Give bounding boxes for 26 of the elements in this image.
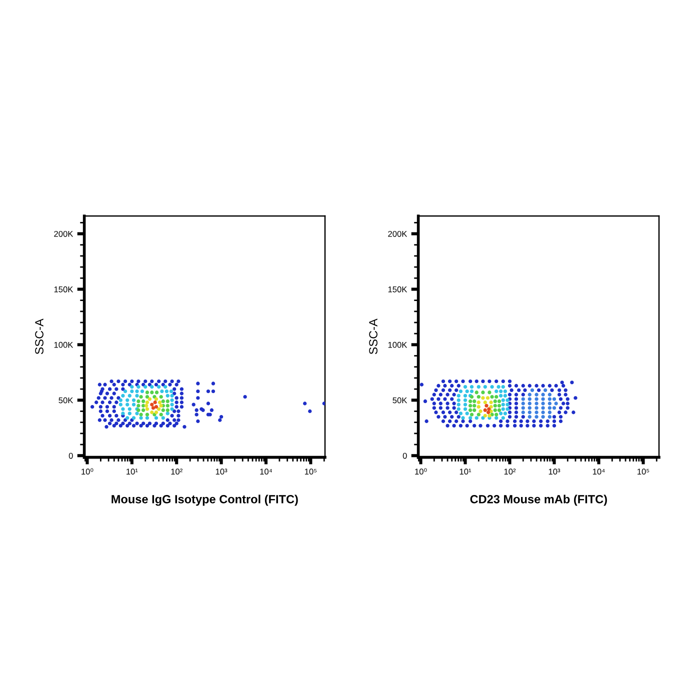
y-tick-label: 0 bbox=[402, 452, 407, 459]
x-tick-label: 10⁴ bbox=[592, 468, 605, 475]
y-tick-label: 200K bbox=[54, 230, 74, 237]
x-tick-label: 10¹ bbox=[126, 468, 138, 475]
x-tick-label: 10³ bbox=[216, 468, 228, 475]
x-tick-label: 10⁴ bbox=[260, 468, 272, 475]
x-tick-label: 10⁰ bbox=[415, 468, 427, 475]
y-tick-label: 50K bbox=[392, 397, 408, 404]
y-tick-label: 0 bbox=[68, 452, 73, 459]
y-tick-label: 100K bbox=[388, 342, 408, 348]
x-tick-label: 10¹ bbox=[460, 468, 472, 475]
y-axis-title: SSC-A bbox=[35, 318, 44, 354]
x-axis-title: CD23 Mouse mAb (FITC) bbox=[470, 494, 607, 506]
y-tick-label: 150K bbox=[388, 286, 408, 292]
x-axis-title: Mouse IgG Isotype Control (FITC) bbox=[112, 494, 298, 506]
y-tick-label: 50K bbox=[58, 397, 74, 404]
x-tick-label: 10⁵ bbox=[638, 468, 650, 475]
y-tick-label: 200K bbox=[388, 230, 408, 237]
x-tick-label: 10³ bbox=[548, 468, 560, 475]
x-tick-label: 10² bbox=[504, 468, 516, 475]
y-axis-title: SSC-A bbox=[369, 318, 378, 354]
y-tick-label: 100K bbox=[54, 342, 74, 348]
x-tick-label: 10⁰ bbox=[82, 468, 94, 475]
x-tick-label: 10⁵ bbox=[304, 468, 317, 475]
y-tick-label: 150K bbox=[54, 286, 74, 292]
x-tick-label: 10² bbox=[171, 468, 182, 475]
